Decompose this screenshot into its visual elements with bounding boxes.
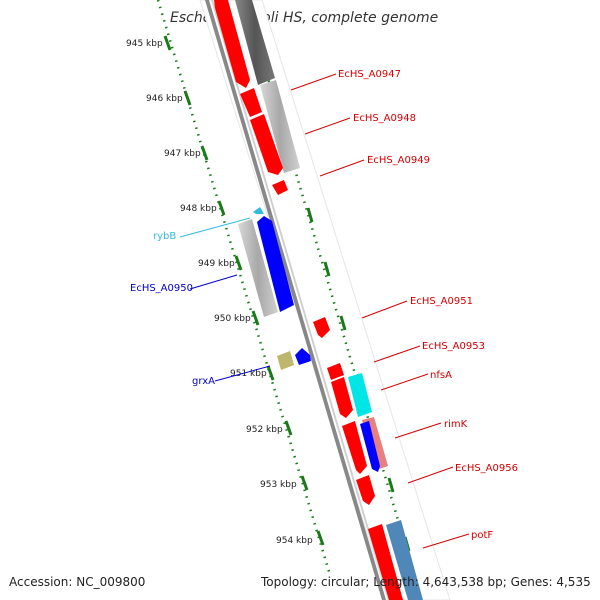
gene-label-nfsA[interactable]: nfsA [430,370,452,381]
gene-label-rybB[interactable]: rybB [153,231,176,242]
gene-label-grxA[interactable]: grxA [192,376,215,387]
scale-label: 953 kbp [260,480,297,490]
scale-label: 946 kbp [146,94,183,104]
gene-labels: EcHS_A0947 EcHS_A0948 EcHS_A0949 rybB Ec… [130,69,518,541]
gene-feature-rimK-blue[interactable] [360,421,380,472]
gene-feature-EcHS_A0950[interactable] [257,216,294,312]
gene-feature-grxA[interactable] [295,348,311,365]
length-value: 4,643,538 bp [422,575,503,589]
scale-label: 949 kbp [198,259,235,269]
scale-label: 947 kbp [164,149,201,159]
gene-feature-grxA-khaki[interactable] [277,351,294,370]
scale-label: 952 kbp [246,425,283,435]
gene-feature-small[interactable] [272,180,288,195]
orf-feature-dark[interactable] [235,0,275,85]
gene-feature-EcHS_A0948[interactable] [240,88,262,117]
scale-label: 945 kbp [126,39,163,49]
scale-label: 948 kbp [180,204,217,214]
orf-feature-gray[interactable] [260,80,300,173]
leader-lines [179,73,470,549]
gene-feature-potF-blue[interactable] [386,520,423,600]
genes-value: 4,535 [556,575,591,589]
gene-feature-EcHS_A0953[interactable] [327,363,344,380]
gene-label-EcHS_A0950[interactable]: EcHS_A0950 [130,283,193,294]
genome-backbone-highlight [211,0,390,600]
gene-feature-EcHS_A0949[interactable] [250,114,283,175]
accession-label: Accession: [9,575,73,589]
genes-label: Genes: [510,575,553,589]
gene-feature-rybB[interactable] [253,207,264,214]
scale-label: 951 kbp [230,369,267,379]
gene-label-EcHS_A0949[interactable]: EcHS_A0949 [367,155,430,166]
topology-label: Topology: [261,575,318,589]
accession-info: Accession: NC_009800 [9,575,145,589]
gene-feature-nfsA-cyan[interactable] [348,373,372,417]
scale-label: 954 kbp [276,536,313,546]
scale-labels: 945 kbp 946 kbp 947 kbp 948 kbp 949 kbp … [126,39,313,546]
gene-feature-EcHS_A0951[interactable] [313,317,330,338]
orf-feature-gray-2[interactable] [238,219,278,317]
gene-label-potF[interactable]: potF [471,530,493,541]
genome-summary: Topology: circular; Length: 4,643,538 bp… [261,575,591,589]
gene-label-EcHS_A0947[interactable]: EcHS_A0947 [338,69,401,80]
gene-label-EcHS_A0948[interactable]: EcHS_A0948 [353,113,416,124]
genome-backbone [205,0,386,600]
topology-value: circular [320,575,366,589]
gene-label-rimK[interactable]: rimK [444,419,468,430]
gene-label-EcHS_A0951[interactable]: EcHS_A0951 [410,296,473,307]
gene-feature-EcHS_A0956[interactable] [356,475,375,505]
accession-value: NC_009800 [76,575,146,589]
gene-label-EcHS_A0956[interactable]: EcHS_A0956 [455,463,518,474]
gene-feature-EcHS_A0947[interactable] [214,0,250,88]
gene-feature-nfsA[interactable] [331,377,353,418]
gene-feature-rimK[interactable] [342,421,367,474]
gene-feature-potF[interactable] [368,524,403,600]
gene-label-EcHS_A0953[interactable]: EcHS_A0953 [422,341,485,352]
scale-ticks [163,35,325,546]
length-label: Length: [373,575,419,589]
scale-label: 950 kbp [214,314,251,324]
